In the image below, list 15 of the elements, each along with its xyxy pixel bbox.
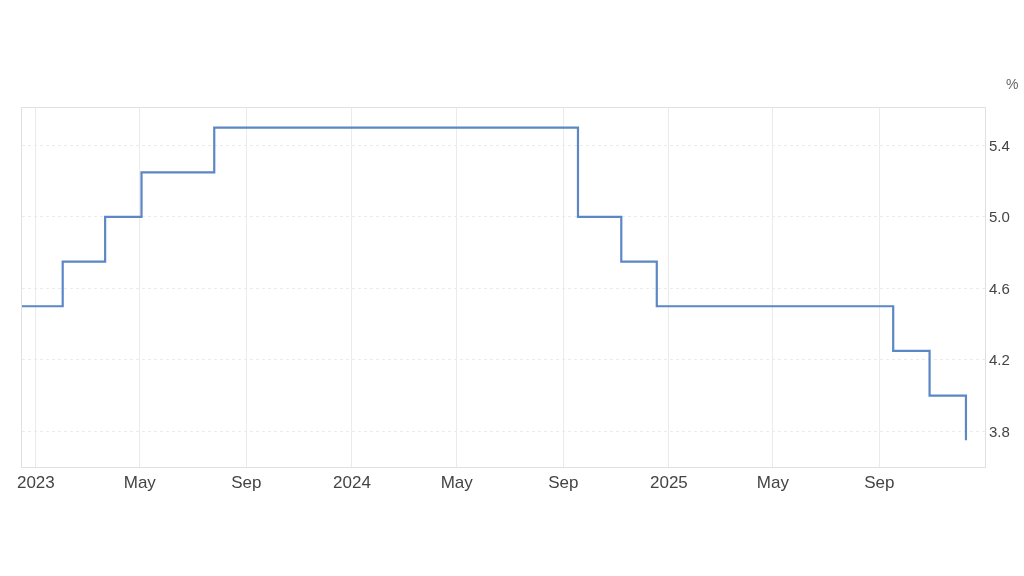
y-tick-label: 5.0 — [989, 208, 1010, 226]
x-tick-label: May — [123, 473, 157, 493]
y-tick-label: 3.8 — [989, 422, 1010, 440]
x-tick-label: 2024 — [333, 473, 371, 493]
x-tick-label: Sep — [864, 473, 895, 493]
y-tick-label: 5.4 — [989, 136, 1010, 154]
y-tick-label: 4.2 — [989, 351, 1010, 369]
x-tick-label: May — [756, 473, 790, 493]
x-tick-label: 2025 — [650, 473, 688, 493]
x-tick-label: May — [440, 473, 474, 493]
y-tick-label: 4.6 — [989, 279, 1010, 297]
x-tick-label: Sep — [231, 473, 262, 493]
x-tick-label: 2023 — [16, 473, 55, 493]
x-tick-label: Sep — [548, 473, 579, 493]
y-axis-title: % — [1006, 76, 1019, 92]
